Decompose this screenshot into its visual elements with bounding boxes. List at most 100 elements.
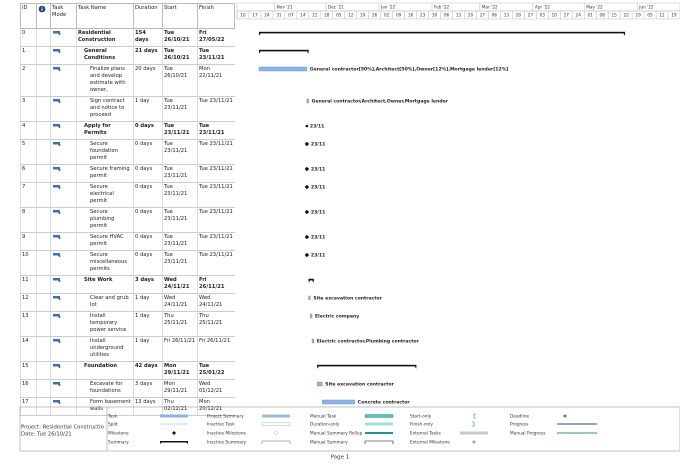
legend-symbol [364, 414, 394, 418]
task-id: 9 [20, 232, 37, 251]
week-label: 12 [348, 12, 354, 17]
task-duration: 3 days [133, 379, 163, 398]
task-mode [50, 139, 77, 165]
col-start: Start [162, 3, 198, 29]
task-finish: Tue 23/11/21 [197, 46, 235, 65]
legend-symbol [365, 422, 393, 426]
task-duration: 0 days [133, 121, 163, 140]
task-name: Clear and grub lot [76, 293, 134, 312]
task-finish: Tue 25/01/22 [197, 361, 235, 380]
task-finish: Tue 23/11/21 [197, 250, 235, 276]
legend-symbol [273, 430, 279, 436]
task-row: 14 Install underground utilities 1 day Fri … [20, 336, 235, 362]
legend-label: Progress [510, 422, 529, 428]
task-duration: 20 days [133, 64, 163, 97]
task-bar [322, 399, 355, 405]
task-name: Secure plumbing permit [76, 207, 134, 233]
mode-icon [53, 235, 61, 240]
milestone [304, 141, 310, 147]
task-id: 8 [20, 207, 37, 233]
week-label: 17 [564, 12, 570, 17]
task-mode [50, 379, 77, 398]
legend-label: Duration-only [310, 422, 340, 428]
task-duration: 0 days [133, 182, 163, 208]
legend-box [19, 406, 680, 452]
task-finish: Mon 22/11/21 [197, 64, 235, 97]
task-duration: 0 days [133, 207, 163, 233]
resource-label: Site excavation contractor [325, 382, 394, 388]
week-label: 30 [432, 12, 438, 17]
week-label: 12 [659, 12, 665, 17]
task-duration: 0 days [133, 164, 163, 183]
task-finish: Fri 26/11/21 [197, 275, 235, 294]
week-label: 16 [408, 12, 414, 17]
summary-bar [317, 364, 417, 367]
legend-symbol [563, 414, 567, 418]
week-label: 19 [671, 12, 677, 17]
mode-icon [53, 210, 61, 215]
week-label: 22 [623, 12, 629, 17]
task-start: Tue 23/11/21 [162, 121, 198, 140]
week-label: 05 [647, 12, 653, 17]
legend-label: Inactive Summary [207, 440, 247, 446]
task-finish: Tue 23/11/21 [197, 164, 235, 183]
legend-symbol [472, 440, 476, 444]
legend-symbol [365, 432, 393, 434]
col-mode: Task Mode [50, 3, 77, 29]
task-name: Secure electrical permit [76, 182, 134, 208]
task-start: Tue 23/11/21 [162, 139, 198, 165]
task-name: Install underground utilities [76, 336, 134, 362]
task-row: 10 Secure miscellaneous permits 0 days Tue … [20, 250, 235, 276]
col-finish: Finish [197, 3, 235, 29]
month-label: Jan '22 [380, 4, 396, 9]
task-indicator [36, 361, 51, 380]
task-row: 9 Secure HVAC permit 0 days Tue 23/11/21 Tue… [20, 232, 235, 251]
task-indicator [36, 379, 51, 398]
legend-symbol [262, 414, 290, 418]
week-label: 02 [384, 12, 390, 17]
task-name: Finalize plans and develop estimate with… [76, 64, 134, 97]
task-id: 11 [20, 275, 37, 294]
task-duration: 1 day [133, 96, 163, 122]
legend-label: Manual Progress [510, 431, 546, 437]
mode-icon [53, 99, 61, 104]
task-duration: 3 days [133, 275, 163, 294]
task-finish: Fri 27/05/22 [197, 28, 235, 47]
task-row: 5 Secure foundation permit 0 days Tue 23/11… [20, 139, 235, 165]
mode-icon [53, 167, 61, 172]
task-row: 4 Apply for Permits 0 days Tue 23/11/21 Tue … [20, 121, 235, 140]
task-id: 14 [20, 336, 37, 362]
milestone [304, 166, 310, 172]
resource-label: 23/11 [311, 210, 325, 216]
mode-icon [53, 339, 61, 344]
week-label: 13 [504, 12, 510, 17]
legend-label: Inactive Task [207, 422, 235, 428]
task-row: 15 Foundation 42 days Mon 29/11/21 Tue 25/01… [20, 361, 235, 380]
task-row: 7 Secure electrical permit 0 days Tue 23/11… [20, 182, 235, 208]
task-indicator [36, 164, 51, 183]
week-label: 15 [611, 12, 617, 17]
mode-icon [53, 296, 61, 301]
week-label: 03 [540, 12, 546, 17]
task-indicator [36, 275, 51, 294]
week-label: 06 [444, 12, 450, 17]
week-label: 24 [576, 12, 582, 17]
week-label: 05 [336, 12, 342, 17]
task-indicator [36, 46, 51, 65]
legend-label: Task [107, 414, 118, 420]
legend-symbol [460, 431, 488, 435]
task-duration: 42 days [133, 361, 163, 380]
legend-symbol [364, 440, 394, 444]
mode-icon [53, 253, 61, 258]
week-label: 01 [588, 12, 594, 17]
task-indicator [36, 139, 51, 165]
milestone [304, 234, 310, 240]
task-finish: Tue 23/11/21 [197, 139, 235, 165]
task-duration: 21 days [133, 46, 163, 65]
task-bar [306, 98, 309, 104]
resource-label: 23/11 [311, 185, 325, 191]
task-indicator [36, 182, 51, 208]
task-duration: 0 days [133, 232, 163, 251]
